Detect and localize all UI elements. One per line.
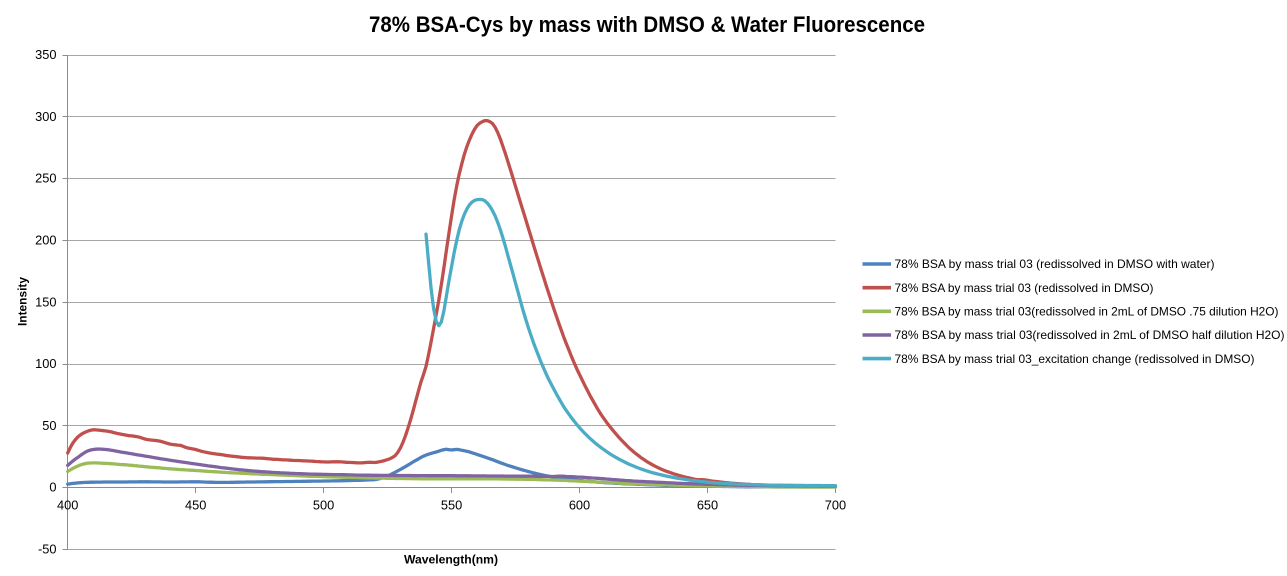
svg-text:78% BSA by mass trial 03(redis: 78% BSA by mass trial 03(redissolved in … [895,305,1279,319]
svg-text:400: 400 [57,497,78,512]
svg-text:-50: -50 [38,542,57,557]
svg-text:78% BSA-Cys by mass with DMSO: 78% BSA-Cys by mass with DMSO & Water Fl… [369,12,925,37]
svg-text:78% BSA by mass trial 03_excit: 78% BSA by mass trial 03_excitation chan… [895,352,1255,366]
svg-text:150: 150 [35,294,56,309]
svg-text:78% BSA by mass trial 03 (redi: 78% BSA by mass trial 03 (redissolved in… [895,257,1215,271]
svg-text:100: 100 [35,356,56,371]
svg-text:50: 50 [42,418,56,433]
svg-text:200: 200 [35,233,56,248]
svg-text:78% BSA by mass trial 03 (redi: 78% BSA by mass trial 03 (redissolved in… [895,281,1154,295]
svg-text:300: 300 [35,109,56,124]
svg-text:0: 0 [49,480,56,495]
svg-text:550: 550 [441,497,462,512]
svg-text:350: 350 [35,47,56,62]
svg-text:600: 600 [569,497,590,512]
svg-text:700: 700 [825,497,846,512]
svg-text:78% BSA by mass trial 03(redis: 78% BSA by mass trial 03(redissolved in … [895,328,1285,342]
svg-text:Wavelength(nm): Wavelength(nm) [404,553,498,567]
svg-text:Intensity: Intensity [16,277,30,326]
svg-text:450: 450 [185,497,206,512]
svg-text:650: 650 [697,497,718,512]
svg-text:500: 500 [313,497,334,512]
svg-text:250: 250 [35,171,56,186]
